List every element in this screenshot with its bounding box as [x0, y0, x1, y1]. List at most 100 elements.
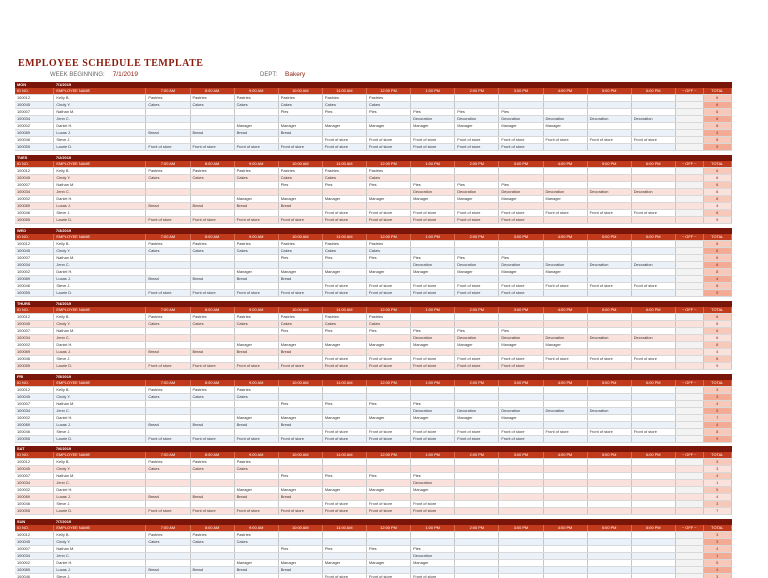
off-cell[interactable]	[675, 174, 704, 182]
shift-cell[interactable]: Front of store	[543, 282, 588, 290]
shift-cell[interactable]	[454, 94, 500, 102]
shift-cell[interactable]	[631, 94, 676, 102]
off-cell[interactable]	[675, 240, 704, 248]
shift-cell[interactable]: Decoration	[410, 334, 456, 342]
shift-cell[interactable]	[454, 507, 500, 516]
off-cell[interactable]	[675, 202, 704, 210]
shift-cell[interactable]	[145, 559, 191, 568]
off-cell[interactable]	[675, 209, 704, 217]
shift-cell[interactable]: Front of store	[543, 355, 588, 363]
off-cell[interactable]	[675, 355, 704, 363]
shift-cell[interactable]: Manager	[322, 414, 368, 422]
shift-cell[interactable]	[498, 247, 544, 255]
shift-cell[interactable]	[543, 552, 588, 561]
shift-cell[interactable]	[145, 355, 191, 363]
off-cell[interactable]	[675, 195, 704, 203]
off-cell[interactable]	[675, 143, 704, 151]
shift-cell[interactable]	[543, 247, 588, 255]
shift-cell[interactable]: Front of store	[366, 355, 412, 363]
shift-cell[interactable]	[454, 486, 500, 495]
shift-cell[interactable]: Front of store	[498, 143, 544, 151]
shift-cell[interactable]	[631, 552, 676, 561]
shift-cell[interactable]: Manager	[322, 559, 368, 568]
shift-cell[interactable]: Front of store	[322, 428, 368, 436]
shift-cell[interactable]: Front of store	[322, 573, 368, 578]
shift-cell[interactable]	[587, 247, 632, 255]
shift-cell[interactable]	[410, 313, 456, 321]
shift-cell[interactable]	[543, 216, 588, 224]
off-cell[interactable]	[675, 289, 704, 297]
shift-cell[interactable]: Front of store	[145, 216, 191, 224]
shift-cell[interactable]	[190, 400, 235, 408]
off-cell[interactable]	[675, 327, 704, 335]
shift-cell[interactable]	[631, 386, 676, 394]
shift-cell[interactable]	[498, 559, 544, 568]
shift-cell[interactable]: Manager	[498, 268, 544, 276]
employee-name[interactable]: Lucas J.	[53, 421, 147, 429]
shift-cell[interactable]: Manager	[498, 122, 544, 130]
shift-cell[interactable]: Pastries	[190, 240, 235, 248]
shift-cell[interactable]: Pastries	[145, 386, 191, 394]
off-cell[interactable]	[675, 348, 704, 356]
shift-cell[interactable]	[190, 254, 235, 262]
shift-cell[interactable]: Pastries	[145, 458, 191, 467]
shift-cell[interactable]	[234, 136, 279, 144]
shift-cell[interactable]: Front of store	[322, 216, 368, 224]
shift-cell[interactable]: Decoration	[543, 115, 588, 123]
shift-cell[interactable]: Front of store	[366, 507, 412, 516]
shift-cell[interactable]	[190, 122, 235, 130]
off-cell[interactable]	[675, 566, 704, 575]
shift-cell[interactable]	[454, 313, 500, 321]
shift-cell[interactable]	[410, 174, 456, 182]
shift-cell[interactable]	[190, 282, 235, 290]
shift-cell[interactable]: Front of store	[190, 289, 235, 297]
off-cell[interactable]	[675, 573, 704, 578]
shift-cell[interactable]	[234, 254, 279, 262]
off-cell[interactable]	[675, 254, 704, 262]
shift-cell[interactable]	[498, 573, 544, 578]
shift-cell[interactable]	[454, 472, 500, 481]
shift-cell[interactable]: Bread	[278, 202, 323, 210]
shift-cell[interactable]: Pies	[454, 108, 500, 116]
shift-cell[interactable]	[587, 94, 632, 102]
shift-cell[interactable]	[543, 538, 588, 547]
shift-cell[interactable]	[587, 545, 632, 554]
shift-cell[interactable]	[543, 386, 588, 394]
shift-cell[interactable]: Pies	[278, 327, 323, 335]
shift-cell[interactable]	[631, 486, 676, 495]
week-value[interactable]: 7/1/2019	[112, 71, 138, 78]
shift-cell[interactable]	[454, 202, 500, 210]
shift-cell[interactable]	[587, 320, 632, 328]
shift-cell[interactable]: Decoration	[587, 334, 632, 342]
employee-name[interactable]: Cindy Y.	[53, 538, 147, 547]
shift-cell[interactable]: Front of store	[190, 435, 235, 443]
shift-cell[interactable]	[278, 209, 323, 217]
shift-cell[interactable]: Front of store	[410, 355, 456, 363]
employee-name[interactable]: Lucas J.	[53, 275, 147, 283]
shift-cell[interactable]	[454, 421, 500, 429]
shift-cell[interactable]	[587, 493, 632, 502]
employee-id[interactable]: 100012	[15, 313, 55, 321]
shift-cell[interactable]	[410, 493, 456, 502]
shift-cell[interactable]: Cakes	[366, 101, 412, 109]
off-cell[interactable]	[675, 465, 704, 474]
shift-cell[interactable]	[322, 465, 368, 474]
shift-cell[interactable]: Pies	[366, 181, 412, 189]
employee-id[interactable]: 100007	[15, 400, 55, 408]
shift-cell[interactable]: Manager	[322, 341, 368, 349]
shift-cell[interactable]	[454, 275, 500, 283]
shift-cell[interactable]: Front of store	[410, 500, 456, 509]
shift-cell[interactable]	[454, 538, 500, 547]
shift-cell[interactable]	[145, 334, 191, 342]
employee-id[interactable]: 100055	[15, 362, 55, 370]
employee-id[interactable]: 100045	[15, 538, 55, 547]
shift-cell[interactable]	[322, 458, 368, 467]
shift-cell[interactable]	[366, 393, 412, 401]
shift-cell[interactable]	[587, 240, 632, 248]
shift-cell[interactable]	[498, 348, 544, 356]
shift-cell[interactable]: Cakes	[366, 174, 412, 182]
off-cell[interactable]	[675, 486, 704, 495]
shift-cell[interactable]	[234, 209, 279, 217]
shift-cell[interactable]: Decoration	[454, 334, 500, 342]
shift-cell[interactable]	[498, 479, 544, 488]
